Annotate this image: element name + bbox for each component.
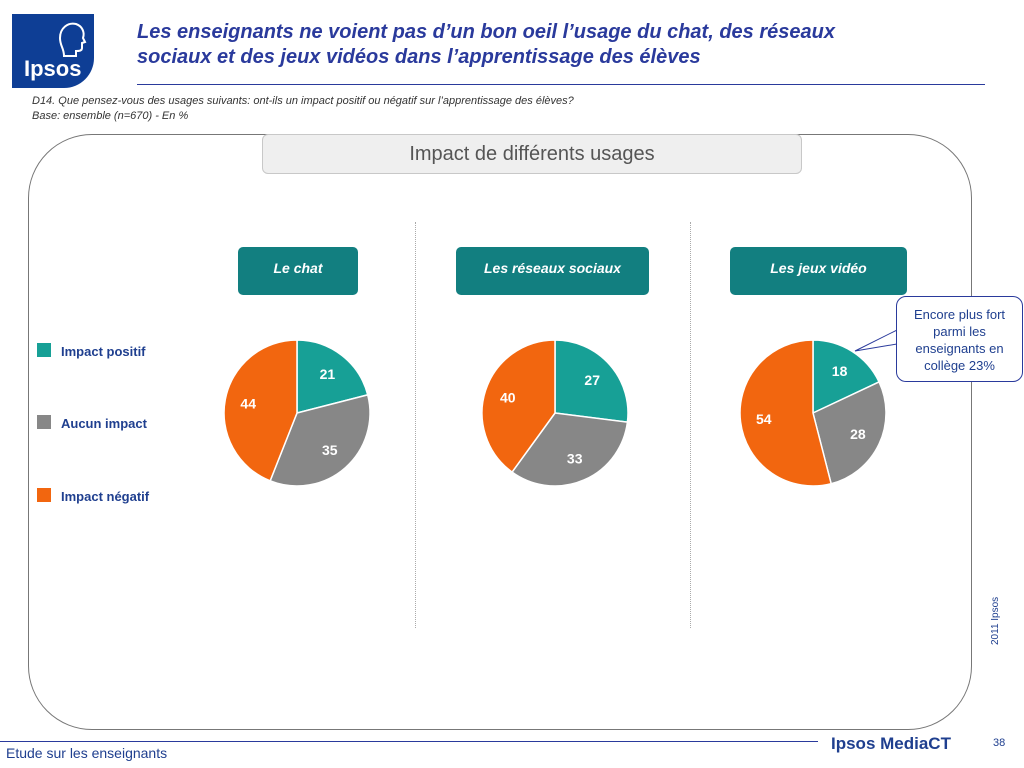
data-label-jeux-positif: 18 bbox=[832, 363, 848, 379]
footer-brand: Ipsos MediaCT bbox=[831, 734, 951, 753]
logo-text: Ipsos bbox=[24, 56, 82, 81]
data-label-jeux-negatif: 54 bbox=[756, 411, 772, 427]
survey-question: D14. Que pensez-vous des usages suivants… bbox=[32, 94, 574, 124]
question-base: Base: ensemble (n=670) - En % bbox=[32, 110, 189, 122]
head-profile-icon bbox=[58, 22, 87, 57]
page-title: Les enseignants ne voient pas d’un bon o… bbox=[137, 20, 977, 70]
data-label-chat-positif: 21 bbox=[320, 366, 336, 382]
column-divider-2 bbox=[690, 222, 691, 628]
legend-swatch-aucun bbox=[37, 415, 51, 429]
pie-slice-reseaux-aucun bbox=[511, 412, 629, 487]
column-divider-1 bbox=[415, 222, 416, 628]
chart-label-chat: Le chat bbox=[238, 247, 358, 295]
chart-label-jeux: Les jeux vidéo bbox=[730, 247, 907, 295]
legend-swatch-negatif bbox=[37, 488, 51, 502]
data-label-reseaux-negatif: 40 bbox=[500, 390, 516, 406]
copyright-year: 2011 Ipsos bbox=[990, 596, 1001, 645]
chart-banner: Impact de différents usages bbox=[262, 134, 802, 174]
legend-label-negatif: Impact négatif bbox=[61, 489, 150, 504]
title-line-2: sociaux et des jeux vidéos dans l’appren… bbox=[137, 46, 701, 68]
pie-slice-jeux-aucun bbox=[812, 380, 887, 485]
pie-slice-reseaux-positif bbox=[554, 339, 629, 423]
pie-slice-reseaux-negatif bbox=[481, 339, 556, 474]
data-label-chat-negatif: 44 bbox=[240, 396, 256, 412]
ipsos-logo: Ipsos bbox=[12, 14, 94, 88]
footer-rule bbox=[0, 741, 818, 742]
question-text: D14. Que pensez-vous des usages suivants… bbox=[32, 95, 574, 107]
footer-study-name: Etude sur les enseignants bbox=[6, 745, 168, 761]
pie-slice-chat-positif bbox=[296, 339, 369, 414]
title-line-1: Les enseignants ne voient pas d’un bon o… bbox=[137, 21, 835, 43]
data-label-reseaux-positif: 27 bbox=[584, 372, 600, 388]
callout-pointer bbox=[854, 329, 898, 352]
title-underline bbox=[137, 84, 985, 85]
callout-note: Encore plus fort parmi les enseignants e… bbox=[896, 296, 1023, 382]
data-label-chat-aucun: 35 bbox=[322, 442, 338, 458]
page-number: 38 bbox=[993, 737, 1006, 749]
legend-swatch-positif bbox=[37, 343, 51, 357]
pie-slice-chat-aucun bbox=[269, 393, 371, 487]
legend-label-positif: Impact positif bbox=[61, 344, 146, 359]
pie-slice-jeux-positif bbox=[812, 339, 881, 415]
legend-label-aucun: Aucun impact bbox=[61, 416, 147, 431]
data-label-jeux-aucun: 28 bbox=[850, 426, 866, 442]
data-label-reseaux-aucun: 33 bbox=[567, 451, 583, 467]
pie-slice-chat-negatif bbox=[223, 339, 298, 482]
pie-slice-jeux-negatif bbox=[739, 339, 833, 487]
chart-label-reseaux: Les réseaux sociaux bbox=[456, 247, 649, 295]
